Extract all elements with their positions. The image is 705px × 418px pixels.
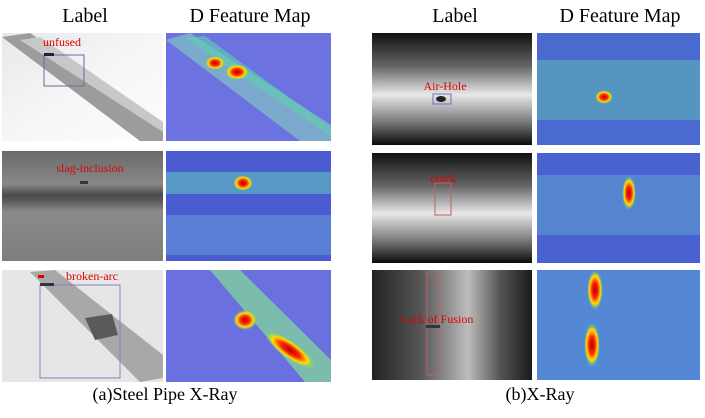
caption: (b)X-Ray (506, 384, 575, 405)
feature-map (537, 33, 700, 145)
xray-image (2, 270, 163, 382)
xray-image (372, 33, 532, 145)
annotation: slag-inclusion (56, 161, 123, 175)
annotation: Lack of Fusion (401, 312, 474, 326)
annotation: broken-arc (66, 269, 118, 283)
annotation: unfused (43, 35, 81, 49)
column-header: D Feature Map (559, 5, 680, 27)
xray-image (2, 151, 163, 261)
xray-image (372, 270, 532, 380)
column-header: D Feature Map (189, 5, 310, 27)
feature-map (166, 33, 331, 141)
column-header: Label (432, 5, 478, 27)
annotation: Air-Hole (423, 79, 466, 93)
feature-map (537, 153, 700, 263)
feature-map (166, 151, 331, 261)
xray-image (2, 33, 163, 141)
annotation: crack (430, 171, 456, 185)
feature-map (166, 270, 331, 382)
xray-image (372, 153, 532, 263)
caption: (a)Steel Pipe X-Ray (93, 384, 238, 405)
feature-map (537, 270, 700, 380)
column-header: Label (62, 5, 108, 27)
